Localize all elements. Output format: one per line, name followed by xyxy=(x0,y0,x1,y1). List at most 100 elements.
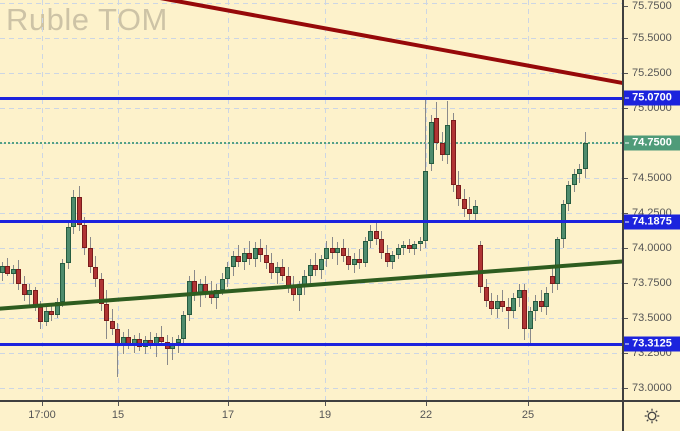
candle xyxy=(10,268,16,275)
price-level-label: 73.3125 xyxy=(624,336,680,352)
price-axis[interactable]: 75.7500 75.5000 75.2500 75.0000 74.5000 74.25… xyxy=(622,0,680,431)
price-tick-label: 73.5000 xyxy=(632,311,672,324)
time-tick xyxy=(228,402,229,406)
horizontal-gridline xyxy=(0,177,622,179)
candle-wick xyxy=(166,334,168,366)
candle xyxy=(335,247,340,254)
candle-wick xyxy=(331,236,333,259)
candle-wick xyxy=(298,281,300,311)
horizontal-gridline xyxy=(0,387,622,389)
price-level-line[interactable] xyxy=(0,220,622,223)
price-label-tick xyxy=(625,97,629,99)
candle xyxy=(505,306,511,311)
candle xyxy=(280,267,285,276)
time-tick-label: 22 xyxy=(419,409,433,421)
current-price-label: 74.7500 xyxy=(624,135,680,151)
candle xyxy=(577,169,582,174)
candle xyxy=(351,259,357,265)
candle xyxy=(313,264,318,271)
descending-resistance-trendline[interactable] xyxy=(159,0,622,85)
price-level-line[interactable] xyxy=(0,342,622,346)
candle xyxy=(324,247,329,259)
candle xyxy=(362,240,368,264)
candle xyxy=(230,256,236,268)
candle xyxy=(412,243,417,250)
candle-wick xyxy=(12,264,14,285)
candle xyxy=(566,184,571,205)
candle xyxy=(104,303,109,321)
time-axis[interactable]: 17:00 15 17 19 22 25 xyxy=(0,400,680,431)
candle xyxy=(522,289,527,329)
candle xyxy=(456,184,461,199)
candle xyxy=(93,267,98,279)
candle xyxy=(27,289,32,296)
axis-settings-button[interactable] xyxy=(643,407,661,425)
candle-wick xyxy=(117,323,118,377)
candle xyxy=(538,301,544,307)
candle xyxy=(225,267,230,279)
candle xyxy=(439,142,445,156)
price-tick xyxy=(624,72,628,74)
candle xyxy=(269,263,274,273)
candle xyxy=(181,315,186,339)
horizontal-gridline xyxy=(0,247,622,249)
candle-wick xyxy=(579,163,580,184)
horizontal-gridline xyxy=(0,37,622,39)
candle-wick xyxy=(419,236,421,251)
candle xyxy=(467,208,472,215)
time-tick-label: 25 xyxy=(521,409,535,421)
candle xyxy=(21,284,27,296)
candle xyxy=(186,281,192,315)
candle xyxy=(555,239,560,285)
price-tick xyxy=(624,107,628,109)
candle xyxy=(76,197,82,226)
time-tick-label: 19 xyxy=(318,409,332,421)
ascending-support-trendline[interactable] xyxy=(0,259,622,311)
price-tick-label: 74.5000 xyxy=(632,171,672,184)
current-price-line[interactable] xyxy=(0,141,622,144)
price-tick-label: 75.2500 xyxy=(632,66,672,79)
candle xyxy=(236,256,241,262)
candle xyxy=(384,253,390,262)
price-level-line[interactable] xyxy=(0,96,622,100)
horizontal-gridline xyxy=(0,2,622,4)
candle-wick xyxy=(276,261,278,285)
candle xyxy=(428,121,434,164)
time-tick xyxy=(426,402,427,406)
price-tick xyxy=(624,37,628,39)
candle-wick xyxy=(507,298,509,329)
candle xyxy=(0,266,5,273)
vertical-gridline xyxy=(118,0,119,400)
candle-wick xyxy=(359,249,360,269)
candle xyxy=(5,266,10,275)
candle xyxy=(417,240,423,244)
horizontal-gridline xyxy=(0,352,622,354)
candle xyxy=(483,287,489,301)
candle xyxy=(571,173,577,185)
candle xyxy=(423,170,428,241)
price-level-label: 75.0700 xyxy=(624,90,680,106)
candle xyxy=(461,198,467,209)
candle xyxy=(82,225,87,248)
price-label-tick xyxy=(625,142,629,144)
candle xyxy=(60,263,65,303)
candle xyxy=(252,247,258,259)
candle-wick xyxy=(403,240,404,255)
price-tick-label: 75.7500 xyxy=(632,0,672,12)
candle xyxy=(445,124,450,156)
candle xyxy=(582,142,588,170)
price-chart-pane[interactable]: Ruble TOM xyxy=(0,0,622,400)
price-tick xyxy=(624,387,628,389)
price-tick xyxy=(624,317,628,319)
candle xyxy=(43,310,49,322)
candle xyxy=(549,275,555,285)
candle-wick xyxy=(315,253,316,276)
time-tick-label: 15 xyxy=(111,409,125,421)
time-tick xyxy=(42,402,43,406)
candle-wick xyxy=(161,326,162,346)
candle xyxy=(516,289,522,299)
candle-wick xyxy=(502,289,503,313)
candle xyxy=(71,197,76,227)
time-tick-label: 17:00 xyxy=(28,409,56,421)
